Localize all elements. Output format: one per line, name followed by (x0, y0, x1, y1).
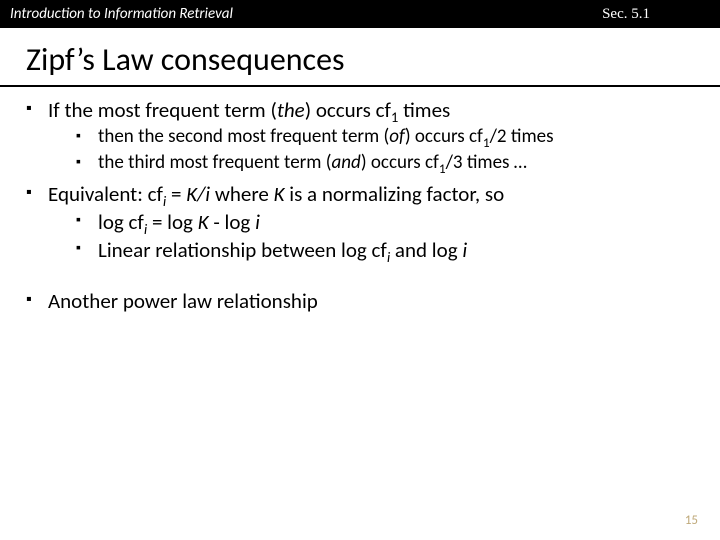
text: is a normalizing factor, so (285, 181, 505, 207)
text: If the most frequent term ( (48, 97, 277, 123)
text: then the second most frequent term ( (98, 125, 389, 148)
bullet-list-2: Another power law relationship (26, 288, 694, 314)
text: = (166, 181, 186, 207)
slide: Introduction to Information Retrieval Se… (0, 0, 720, 540)
bullet-2: Equivalent: cf i = K/i where K is a norma… (26, 181, 694, 264)
text: where (210, 181, 273, 207)
text: ) occurs cf (405, 125, 483, 148)
text: ) occurs cf (361, 151, 439, 174)
subscript: 1 (483, 134, 490, 151)
title-underline (0, 85, 720, 87)
bullet-3: Another power law relationship (26, 288, 694, 314)
term-k: K (198, 209, 209, 235)
bullet-1a: then the second most frequent term (of) … (76, 125, 694, 149)
header-left: Introduction to Information Retrieval (10, 5, 233, 23)
text: and log (390, 237, 462, 263)
term-of: of (389, 125, 405, 148)
text: /2 times (490, 125, 554, 148)
bullet-2b: Linear relationship between log cf i and … (76, 237, 694, 263)
text: log cf (98, 209, 144, 235)
subscript: 1 (439, 160, 446, 177)
bullet-1b: the third most frequent term (and) occur… (76, 151, 694, 175)
spacer (26, 270, 694, 288)
bullet-2-sub: log cf i = log K - log i Linear relations… (76, 209, 694, 264)
bullet-2a: log cfi = log K - log i (76, 209, 694, 235)
slide-title: Zipf’s Law consequences (0, 28, 720, 85)
text: times (398, 97, 450, 123)
slide-content: If the most frequent term (the) occurs c… (0, 97, 720, 314)
header-bar: Introduction to Information Retrieval Se… (0, 0, 720, 28)
text: - log (209, 209, 255, 235)
text: Linear relationship between log cf (98, 237, 387, 263)
bullet-list: If the most frequent term (the) occurs c… (26, 97, 694, 264)
text: ) occurs cf (305, 97, 391, 123)
term-ki: K/i (186, 181, 210, 207)
bullet-1: If the most frequent term (the) occurs c… (26, 97, 694, 175)
text: /3 times … (446, 151, 527, 174)
text: Equivalent: cf (48, 181, 163, 207)
term-i: i (255, 209, 260, 235)
term-and: and (332, 151, 361, 174)
slide-number: 15 (685, 513, 698, 528)
term-k: K (274, 181, 285, 207)
header-right: Sec. 5.1 (602, 6, 710, 23)
text: Another power law relationship (48, 288, 318, 314)
bullet-1-sub: then the second most frequent term (of) … (76, 125, 694, 175)
term-the: the (277, 97, 305, 123)
term-i: i (462, 237, 467, 263)
text: = log (147, 209, 197, 235)
text: the third most frequent term ( (98, 151, 332, 174)
